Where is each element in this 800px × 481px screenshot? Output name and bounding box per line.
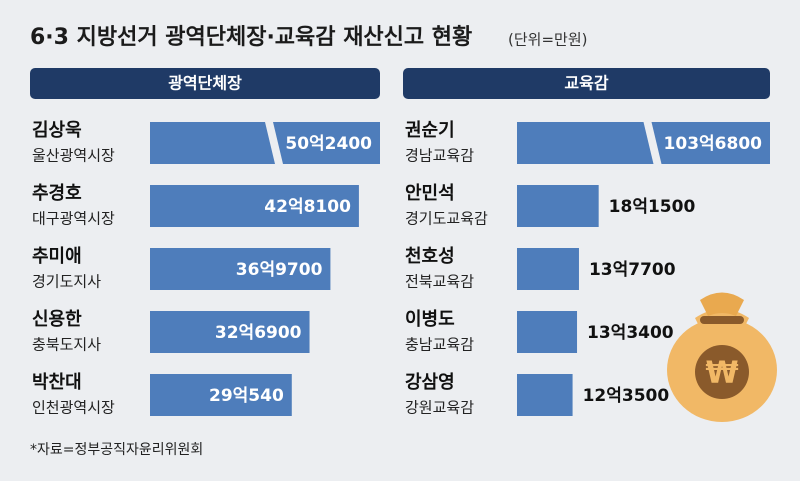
panel-title: 교육감 bbox=[564, 74, 608, 93]
role: 경기도교육감 bbox=[405, 210, 488, 228]
bar bbox=[517, 248, 579, 290]
panel-header bbox=[30, 68, 380, 99]
bar bbox=[150, 374, 292, 416]
bar bbox=[517, 122, 770, 164]
role: 경기도지사 bbox=[32, 273, 101, 291]
name: 강삼영 bbox=[405, 372, 455, 393]
name: 안민석 bbox=[405, 183, 455, 204]
name: 김상욱 bbox=[32, 120, 82, 141]
bar bbox=[517, 374, 573, 416]
bar bbox=[150, 248, 331, 290]
money-bag-icon: ₩ bbox=[667, 292, 777, 422]
value-label: 36억9700 bbox=[236, 260, 323, 280]
role: 경남교육감 bbox=[405, 147, 474, 165]
name: 신용한 bbox=[32, 309, 82, 330]
name: 이병도 bbox=[405, 309, 455, 330]
value-label: 18억1500 bbox=[609, 197, 696, 217]
unit: (단위=만원) bbox=[508, 31, 587, 49]
value-label: 29억540 bbox=[209, 386, 284, 406]
role: 충북도지사 bbox=[32, 336, 101, 354]
svg-text:₩: ₩ bbox=[705, 356, 738, 391]
name: 권순기 bbox=[405, 120, 455, 141]
axis-break bbox=[265, 122, 283, 164]
name: 추미애 bbox=[32, 246, 82, 267]
value-label: 42억8100 bbox=[264, 197, 351, 217]
value-label: 13억3400 bbox=[587, 323, 674, 343]
bar bbox=[150, 122, 380, 164]
role: 울산광역시장 bbox=[32, 147, 115, 165]
role: 강원교육감 bbox=[405, 399, 474, 417]
value-label: 32억6900 bbox=[215, 323, 302, 343]
role: 대구광역시장 bbox=[32, 210, 115, 228]
role: 전북교육감 bbox=[405, 273, 474, 291]
role: 인천광역시장 bbox=[32, 399, 115, 417]
axis-break bbox=[643, 122, 662, 164]
name: 박찬대 bbox=[32, 372, 82, 393]
panel-title: 광역단체장 bbox=[168, 74, 242, 93]
role: 충남교육감 bbox=[405, 336, 474, 354]
value-label: 103억6800 bbox=[664, 134, 763, 154]
panel-header bbox=[403, 68, 770, 99]
bar bbox=[517, 311, 578, 353]
bar bbox=[517, 185, 599, 227]
value-label: 13억7700 bbox=[589, 260, 676, 280]
value-label: 12억3500 bbox=[583, 386, 670, 406]
title: 6·3 지방선거 광역단체장·교육감 재산신고 현황 bbox=[30, 25, 472, 50]
name: 천호성 bbox=[405, 246, 455, 267]
bar bbox=[150, 185, 359, 227]
value-label: 50억2400 bbox=[285, 134, 372, 154]
source: *자료=정부공직자윤리위원회 bbox=[30, 442, 203, 458]
bar bbox=[150, 311, 310, 353]
name: 추경호 bbox=[32, 183, 82, 204]
